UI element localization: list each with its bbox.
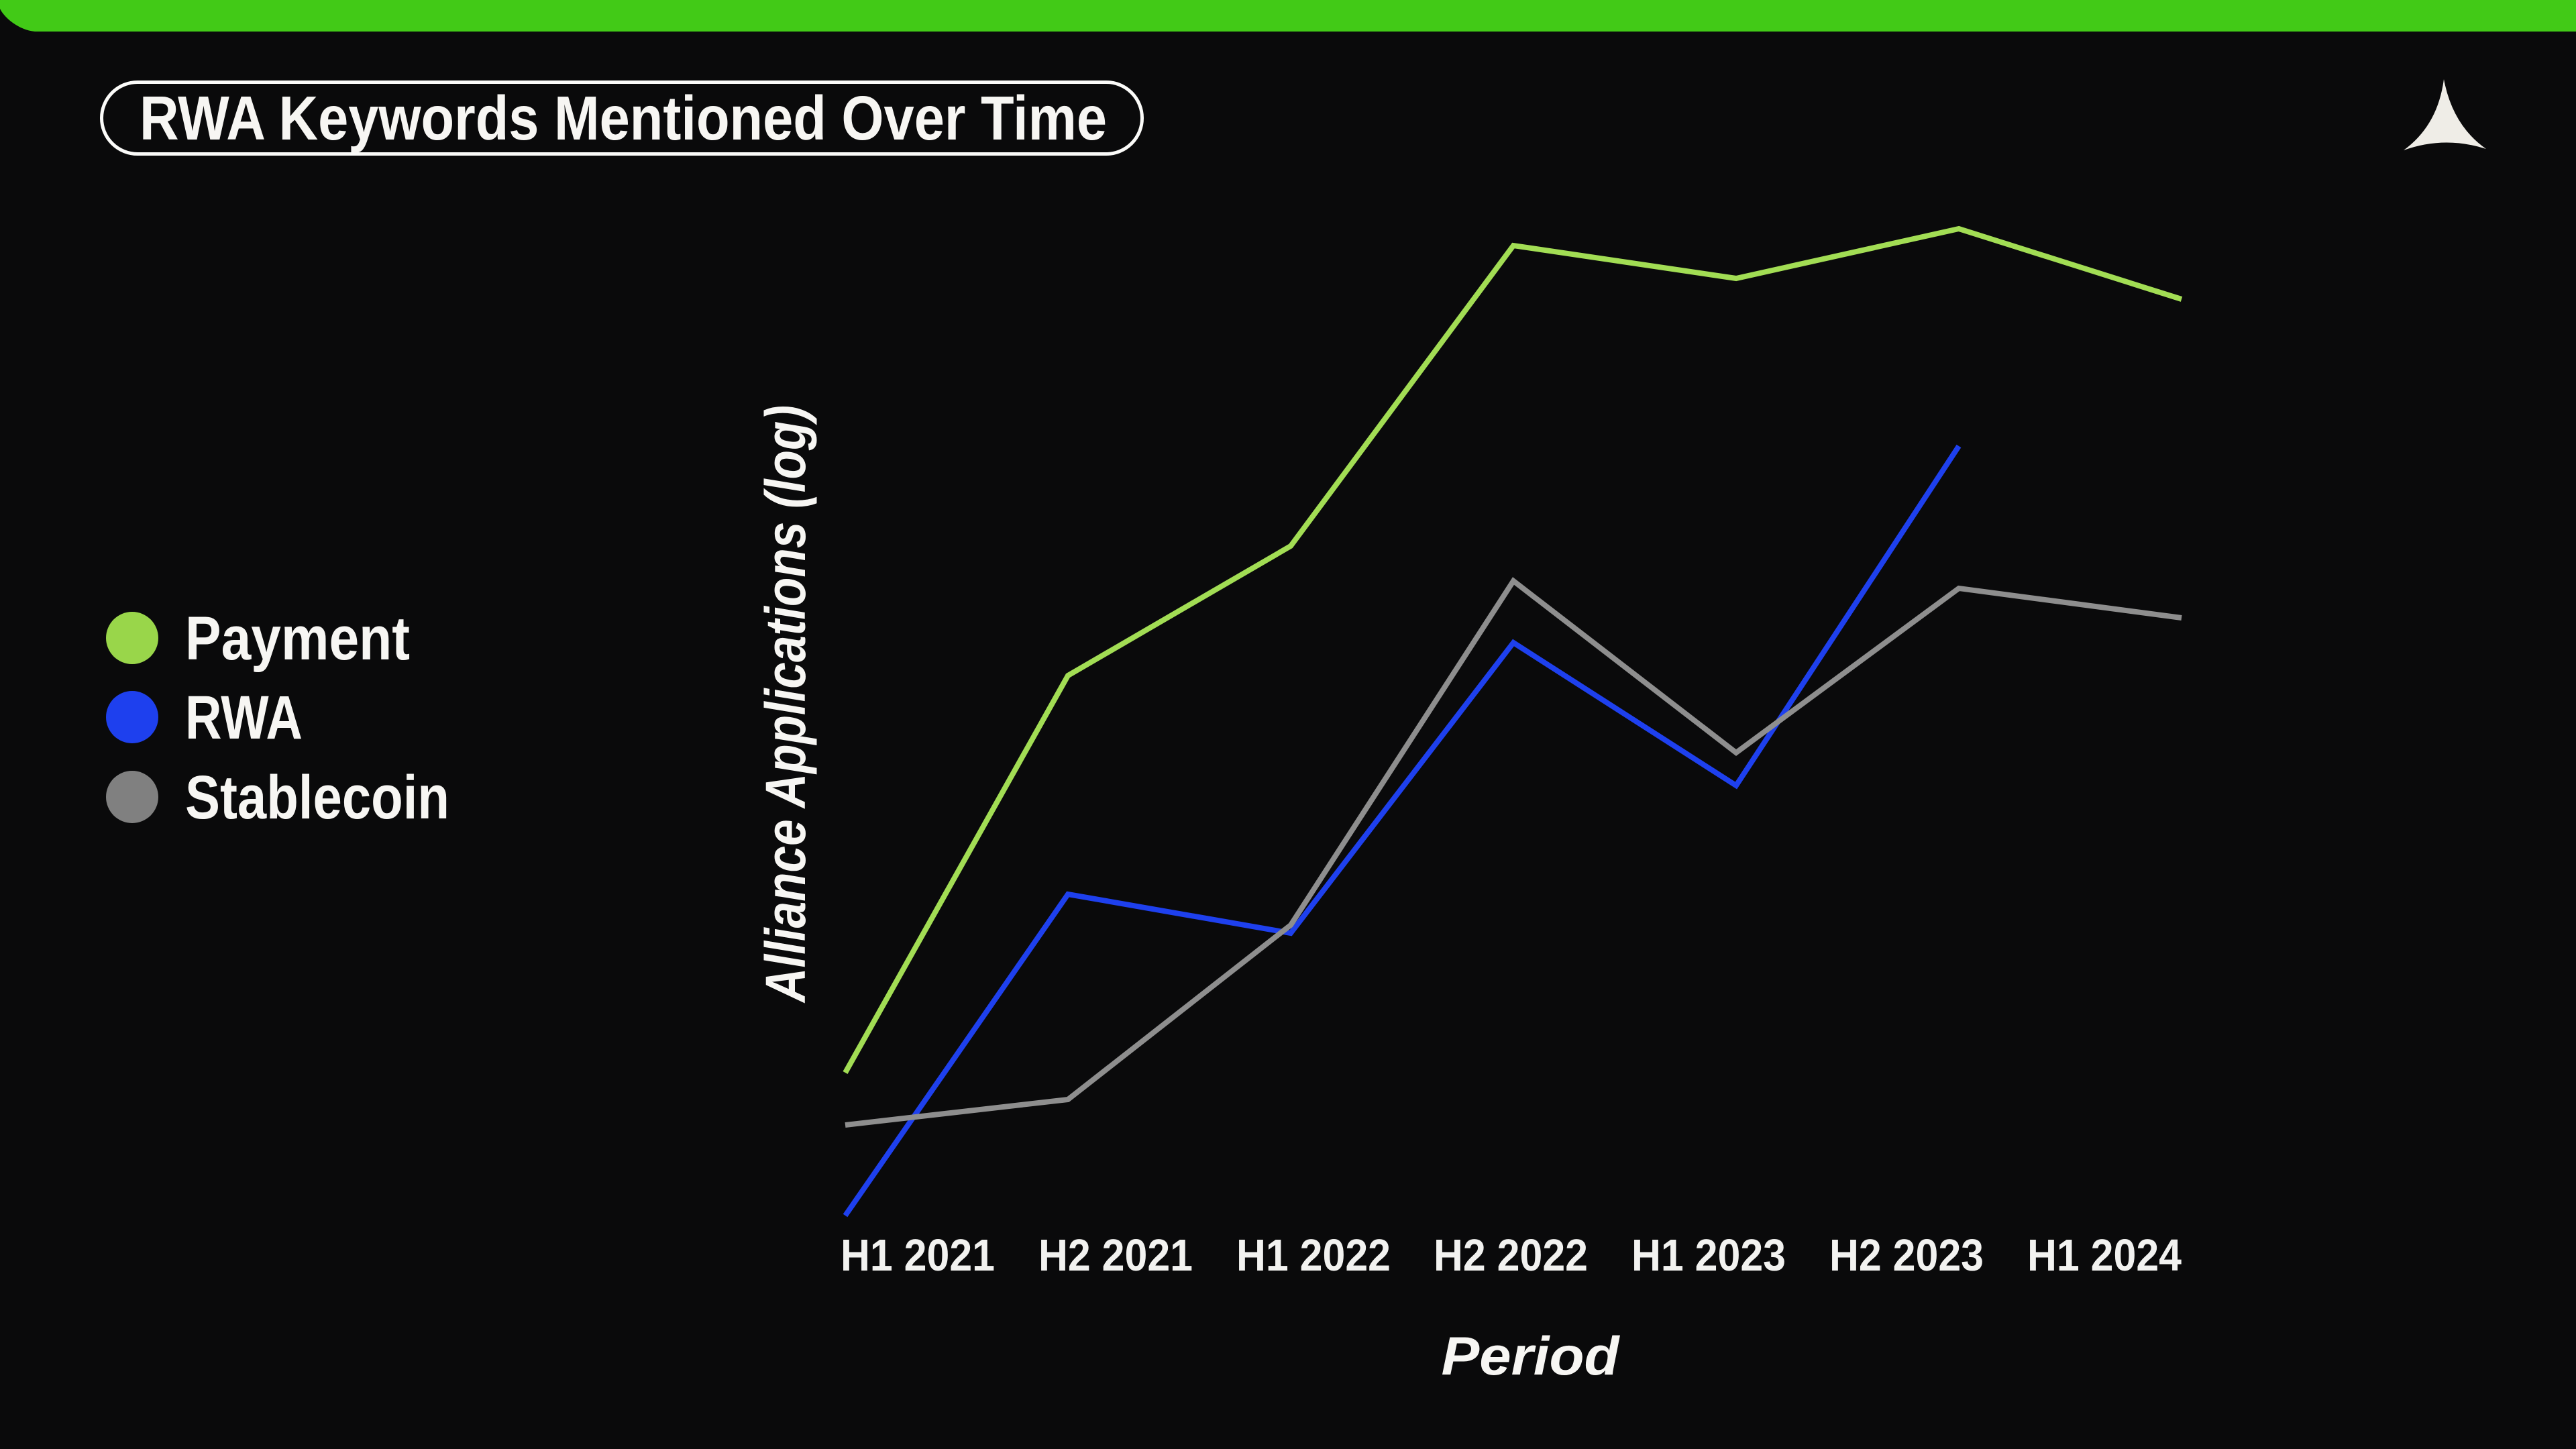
svg-text:H2 2022: H2 2022 [1434, 1230, 1588, 1281]
svg-text:RWA: RWA [185, 684, 303, 752]
svg-text:H1 2024: H1 2024 [2027, 1230, 2182, 1281]
svg-text:H1 2023: H1 2023 [1631, 1230, 1786, 1281]
svg-text:Payment: Payment [185, 604, 410, 673]
svg-text:Period: Period [1442, 1326, 1621, 1387]
svg-text:H1 2022: H1 2022 [1236, 1230, 1391, 1281]
svg-text:H2 2021: H2 2021 [1038, 1230, 1193, 1281]
svg-text:H1 2021: H1 2021 [841, 1230, 995, 1281]
svg-text:Alliance Applications (log): Alliance Applications (log) [754, 405, 817, 1004]
svg-text:RWA Keywords Mentioned Over Ti: RWA Keywords Mentioned Over Time [140, 83, 1107, 153]
svg-text:H2 2023: H2 2023 [1829, 1230, 1984, 1281]
svg-text:Stablecoin: Stablecoin [185, 763, 449, 832]
